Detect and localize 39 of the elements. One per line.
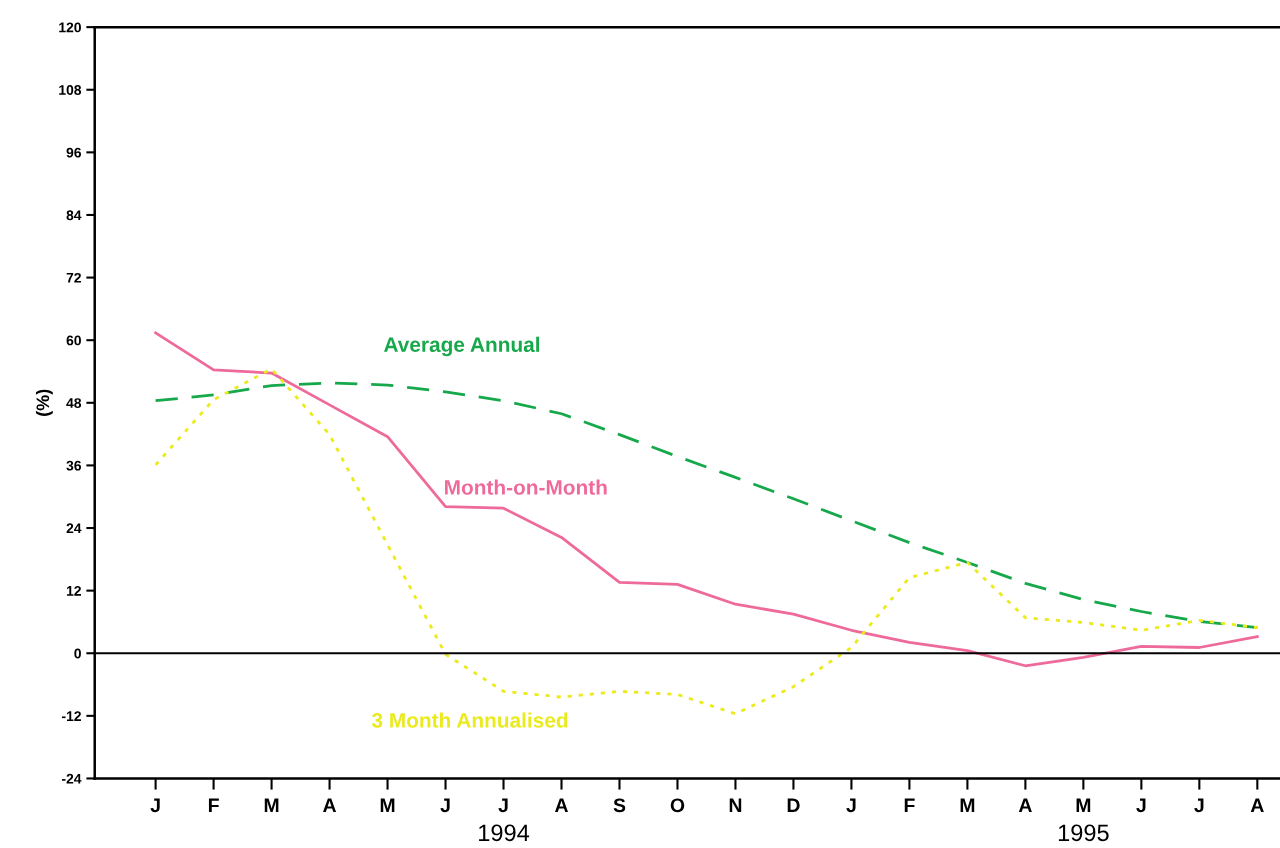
- y-tick-label: 36: [66, 460, 82, 471]
- x-tick-label: N: [729, 798, 742, 812]
- x-tick-label: A: [554, 798, 569, 812]
- y-tick-label: 96: [66, 147, 82, 158]
- y-tick-label: 84: [66, 210, 82, 221]
- x-tick-label: J: [150, 798, 160, 813]
- x-tick-label: A: [1018, 798, 1032, 812]
- y-axis-title: (%): [35, 389, 53, 416]
- x-tick-label: M: [1076, 798, 1091, 812]
- y-tick-label: 72: [66, 272, 81, 283]
- x-tick-label: M: [960, 798, 975, 812]
- x-tick-label: A: [323, 798, 337, 812]
- x-tick-label: M: [264, 798, 279, 812]
- series-label: Month-on-Month: [445, 479, 607, 495]
- x-tick-label: M: [380, 798, 395, 812]
- x-tick-label: J: [1136, 798, 1146, 813]
- y-tick-label: -12: [62, 711, 81, 721]
- x-tick-label: J: [498, 798, 508, 813]
- y-tick-label: 0: [74, 648, 81, 659]
- y-tick-label: 24: [66, 523, 82, 534]
- y-tick-label: 108: [59, 85, 82, 95]
- x-tick-label: O: [670, 798, 685, 813]
- y-tick-label: 120: [59, 22, 81, 33]
- x-tick-label: J: [846, 798, 856, 813]
- x-tick-label: D: [787, 798, 800, 812]
- x-tick-label: A: [1250, 798, 1264, 812]
- text: 1995: [1058, 824, 1109, 842]
- y-tick-label: 48: [66, 398, 82, 408]
- y-tick-label: 12: [66, 585, 81, 596]
- x-tick-label: F: [208, 798, 219, 812]
- x-tick-label: J: [440, 798, 450, 813]
- x-tick-label: F: [904, 798, 915, 812]
- y-tick-label: 60: [66, 335, 81, 346]
- text: 1994: [479, 824, 530, 842]
- y-tick-label: -24: [62, 773, 82, 784]
- series-label: 3 Month Annualised: [371, 712, 568, 728]
- x-tick-label: S: [613, 798, 626, 813]
- series-label: Average Annual: [384, 336, 540, 357]
- x-tick-label: J: [1194, 798, 1204, 813]
